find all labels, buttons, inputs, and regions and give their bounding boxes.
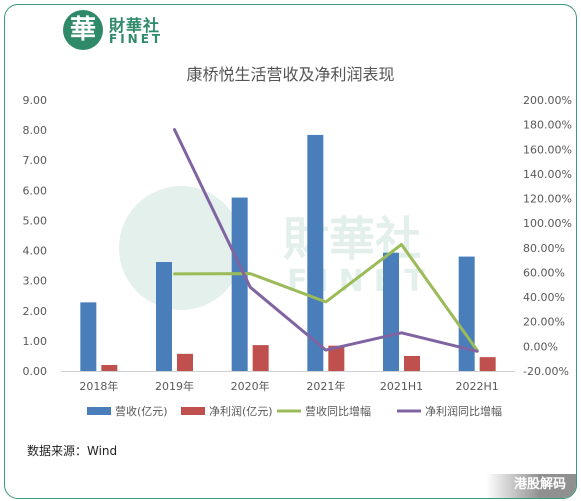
corner-watermark: 港股解码	[513, 477, 566, 492]
right-axis-tick-label: 40.00%	[523, 291, 565, 304]
x-axis-tick-label: 2022H1	[456, 380, 499, 393]
x-axis-tick-label: 2019年	[155, 379, 194, 393]
bar-net-profit	[479, 357, 496, 371]
right-axis-tick-label: -20.00%	[523, 365, 569, 378]
bar-net-profit	[252, 345, 269, 371]
data-source-note: 数据来源：Wind	[27, 444, 118, 458]
line-series	[173, 128, 479, 353]
bar-net-profit	[101, 364, 118, 371]
right-axis-tick-label: 160.00%	[523, 143, 572, 156]
x-axis-tick-label: 2018年	[79, 379, 118, 393]
left-axis-tick-label: 4.00	[23, 245, 48, 258]
right-axis-tick-label: 80.00%	[523, 242, 565, 255]
line-net-profit-growth	[173, 128, 479, 353]
x-axis-tick-label: 2021年	[306, 379, 345, 393]
line-revenue-growth	[173, 243, 479, 352]
bar-revenue	[80, 302, 97, 371]
right-axis-tick-label: 180.00%	[523, 119, 572, 132]
bar-net-profit	[404, 355, 420, 371]
bar-revenue	[458, 256, 475, 371]
bar-revenue	[231, 197, 248, 371]
legend-swatch	[87, 407, 111, 415]
legend: 营收(亿元) 净利润(亿元) 营收同比增幅 净利润同比增幅	[87, 404, 502, 418]
finet-badge-icon: 華	[63, 10, 103, 50]
left-axis-tick-label: 8.00	[23, 124, 48, 137]
brand-name-en: FINET	[109, 32, 164, 46]
watermark-badge-icon	[119, 186, 243, 310]
bar-revenue	[156, 261, 172, 371]
combo-chart: 財華社 FINET 0.001.002.003.004.005.006.007.…	[23, 94, 572, 418]
left-axis: 0.00 1.00 2.00 3.00 4.00 5.00 6.00 7.00 8.00 9.00	[23, 94, 48, 378]
right-axis-tick-label: 200.00%	[523, 94, 572, 107]
left-axis-tick-label: 2.00	[23, 305, 48, 318]
right-axis-tick-label: 100.00%	[523, 217, 572, 230]
x-axis-tick-label: 2020年	[231, 379, 270, 393]
x-axis-tick-label: 2021H1	[380, 380, 423, 393]
left-axis-tick-label: 7.00	[23, 154, 48, 167]
legend-label: 净利润同比增幅	[425, 404, 502, 418]
bar-series	[80, 134, 496, 371]
right-axis-tick-label: 60.00%	[523, 266, 565, 279]
right-axis-tick-label: 140.00%	[523, 168, 572, 181]
right-axis-tick-label: 0.00%	[523, 340, 558, 353]
left-axis-tick-label: 6.00	[23, 184, 48, 197]
legend-label: 净利润(亿元)	[209, 404, 273, 418]
right-axis-tick-label: 20.00%	[523, 316, 565, 329]
watermark-brand-cn: 財華社	[283, 212, 421, 266]
brand-name-cn: 財華社	[109, 16, 161, 35]
left-axis-tick-label: 0.00	[23, 365, 48, 378]
legend-label: 营收(亿元)	[115, 404, 168, 418]
bar-revenue	[383, 252, 399, 371]
chart-card: 華 財華社 FINET 康桥悦生活营收及净利润表现 財華社 FINET 0.00…	[4, 4, 577, 499]
left-axis-tick-label: 1.00	[23, 335, 48, 348]
x-axis: 2018年 2019年 2020年 2021年 2021H1 2022H1	[79, 379, 498, 393]
finet-logo: 華 財華社 FINET	[63, 10, 203, 52]
right-axis-tick-label: 120.00%	[523, 193, 572, 206]
right-axis: -20.00% 0.00% 20.00% 40.00% 60.00% 80.00% 100.…	[523, 94, 572, 378]
left-axis-tick-label: 9.00	[23, 94, 48, 107]
bar-revenue	[307, 134, 324, 371]
legend-swatch	[181, 407, 205, 415]
corner-watermark-bg	[486, 474, 576, 498]
bar-net-profit	[177, 353, 193, 371]
left-axis-tick-label: 5.00	[23, 214, 48, 227]
left-axis-tick-label: 3.00	[23, 275, 48, 288]
legend-label: 营收同比增幅	[305, 404, 371, 418]
chart-title: 康桥悦生活营收及净利润表现	[186, 65, 395, 84]
bar-net-profit	[328, 345, 345, 371]
